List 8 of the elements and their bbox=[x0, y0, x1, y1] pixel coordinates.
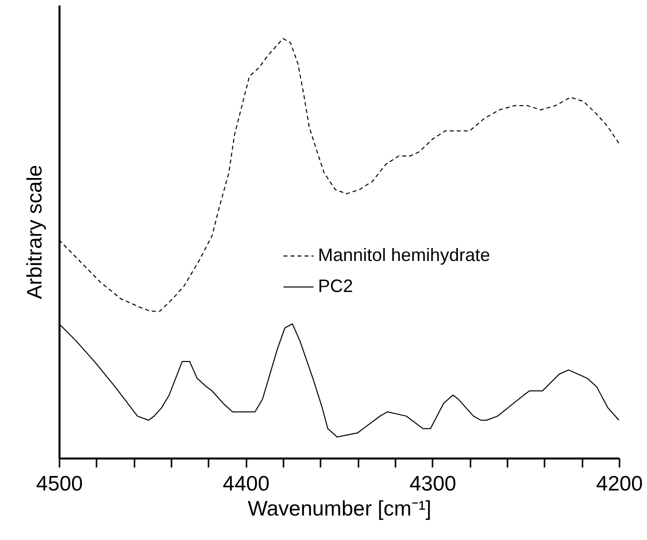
x-axis-title: Wavenumber [cm⁻¹] bbox=[248, 498, 432, 520]
legend-label: Mannitol hemihydrate bbox=[318, 245, 490, 266]
y-axis-title: Arbitrary scale bbox=[24, 164, 46, 300]
legend-label: PC2 bbox=[318, 276, 354, 296]
x-tick-label: 4300 bbox=[409, 472, 456, 496]
x-tick-label: 4400 bbox=[222, 472, 270, 496]
x-tick-label: 4500 bbox=[36, 472, 83, 496]
x-tick-label: 4200 bbox=[596, 472, 643, 496]
